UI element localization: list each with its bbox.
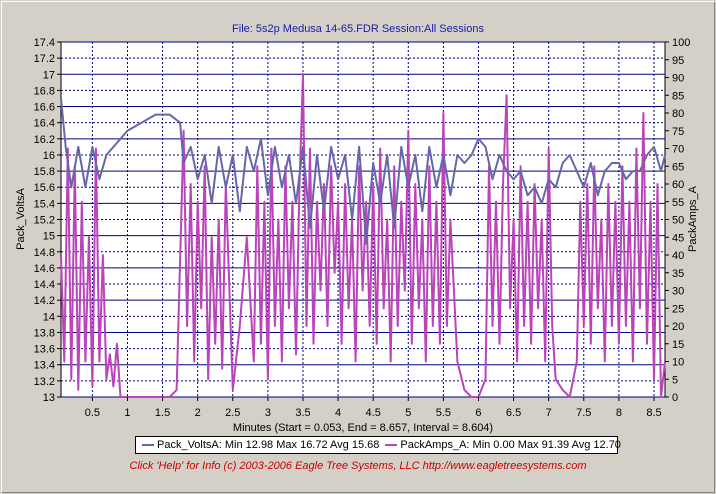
y-tick-label: 16.6 (34, 102, 55, 114)
y2-tick-label: 100 (672, 37, 690, 49)
y-tick-label: 15.2 (34, 215, 55, 227)
y-axis-right-label: PackAmps_A (687, 185, 699, 252)
y-tick-label: 13.8 (34, 327, 55, 339)
legend: Pack_VoltsA: Min 12.98 Max 16.72 Avg 15.… (135, 436, 621, 454)
y-tick-label: 17.2 (34, 53, 55, 65)
y-tick-label: 16.4 (34, 118, 55, 130)
y-axis-left-label: Pack_VoltsA (15, 187, 27, 249)
y2-tick-label: 95 (672, 55, 684, 67)
x-axis-ticks: 0.5 1 1.5 2 2.5 3 3.5 4 4.5 5 5.5 6 6.5 7 7.5 8 8.5 (85, 397, 662, 419)
grid-lines (61, 41, 665, 398)
x-tick-label: 6.5 (506, 407, 521, 419)
y-tick-label: 14.2 (34, 295, 55, 307)
y2-tick-label: 35 (672, 268, 684, 280)
y2-tick-label: 10 (672, 357, 684, 369)
y2-tick-label: 25 (672, 303, 684, 315)
y-tick-label: 14.6 (34, 263, 55, 275)
x-tick-label: 0.5 (85, 407, 100, 419)
series-line-packamps_a (60, 72, 666, 398)
legend-swatch-amps (385, 444, 398, 446)
y-tick-label: 14.4 (34, 279, 55, 291)
x-tick-label: 7 (546, 407, 552, 419)
y2-tick-label: 5 (672, 374, 678, 386)
x-axis-label: Minutes (Start = 0.053, End = 8.657, Int… (233, 422, 493, 434)
legend-label-amps: PackAmps_A: Min 0.00 Max 91.39 Avg 12.70 (400, 439, 621, 451)
y-tick-label: 15.8 (34, 166, 55, 178)
x-tick-label: 4 (335, 407, 341, 419)
x-tick-label: 1 (124, 407, 130, 419)
y-axis-right-ticks: 0 5 10 15 20 25 30 35 40 45 50 55 60 65 70 75 80 85 90 95 10… (665, 37, 690, 404)
legend-swatch-volts (142, 444, 154, 446)
y-axis-left-ticks: 13 13.2 13.4 13.6 13.8 14 14.2 14.4 14.6 14.8 15 15… (34, 37, 61, 404)
y2-tick-label: 30 (672, 286, 684, 298)
y-tick-label: 14.8 (34, 247, 55, 259)
y2-tick-label: 70 (672, 144, 684, 156)
x-tick-label: 4.5 (366, 407, 381, 419)
y-tick-label: 16.8 (34, 85, 55, 97)
x-tick-label: 1.5 (155, 407, 170, 419)
y2-tick-label: 75 (672, 126, 684, 138)
series-packvolts (60, 98, 666, 245)
y2-tick-label: 90 (672, 73, 684, 85)
x-tick-label: 3.5 (295, 407, 310, 419)
y2-tick-label: 45 (672, 232, 684, 244)
x-tick-label: 3 (265, 407, 271, 419)
legend-label-volts: Pack_VoltsA: Min 12.98 Max 16.72 Avg 15.… (157, 439, 380, 451)
y2-tick-label: 55 (672, 197, 684, 209)
y2-tick-label: 0 (672, 392, 678, 404)
y-tick-label: 13.4 (34, 360, 55, 372)
series-packamps (60, 72, 666, 398)
y2-tick-label: 60 (672, 179, 684, 191)
x-tick-label: 7.5 (576, 407, 591, 419)
y-tick-label: 15 (43, 231, 55, 243)
x-tick-label: 8 (616, 407, 622, 419)
y2-tick-label: 40 (672, 250, 684, 262)
y-tick-label: 13.2 (34, 376, 55, 388)
y-tick-label: 13.6 (34, 344, 55, 356)
y-tick-label: 16 (43, 150, 55, 162)
y2-tick-label: 50 (672, 215, 684, 227)
x-tick-label: 5 (405, 407, 411, 419)
x-tick-label: 6 (475, 407, 481, 419)
footer-copyright: Click 'Help' for Info (c) 2003-2006 Eagl… (129, 460, 587, 472)
y-tick-label: 17 (43, 69, 55, 81)
y2-tick-label: 20 (672, 321, 684, 333)
legend-entry-amps: PackAmps_A: Min 0.00 Max 91.39 Avg 12.70 (385, 437, 621, 453)
y2-tick-label: 85 (672, 90, 684, 102)
x-tick-label: 2.5 (225, 407, 240, 419)
y-tick-label: 15.4 (34, 198, 55, 210)
y-tick-label: 13 (43, 392, 55, 404)
x-tick-label: 2 (195, 407, 201, 419)
x-tick-label: 8.5 (646, 407, 661, 419)
y-tick-label: 16.2 (34, 134, 55, 146)
legend-entry-volts: Pack_VoltsA: Min 12.98 Max 16.72 Avg 15.… (142, 437, 379, 453)
y-tick-label: 14 (43, 311, 55, 323)
y2-tick-label: 15 (672, 339, 684, 351)
y2-tick-label: 80 (672, 108, 684, 120)
chart-title: File: 5s2p Medusa 14-65.FDR Session:All … (232, 23, 484, 35)
y2-tick-label: 65 (672, 161, 684, 173)
y-tick-label: 15.6 (34, 182, 55, 194)
y-tick-label: 17.4 (34, 37, 55, 49)
chart-area: File: 5s2p Medusa 14-65.FDR Session:All … (15, 23, 699, 434)
series-line-pack_voltsa (60, 98, 666, 245)
x-tick-label: 5.5 (436, 407, 451, 419)
